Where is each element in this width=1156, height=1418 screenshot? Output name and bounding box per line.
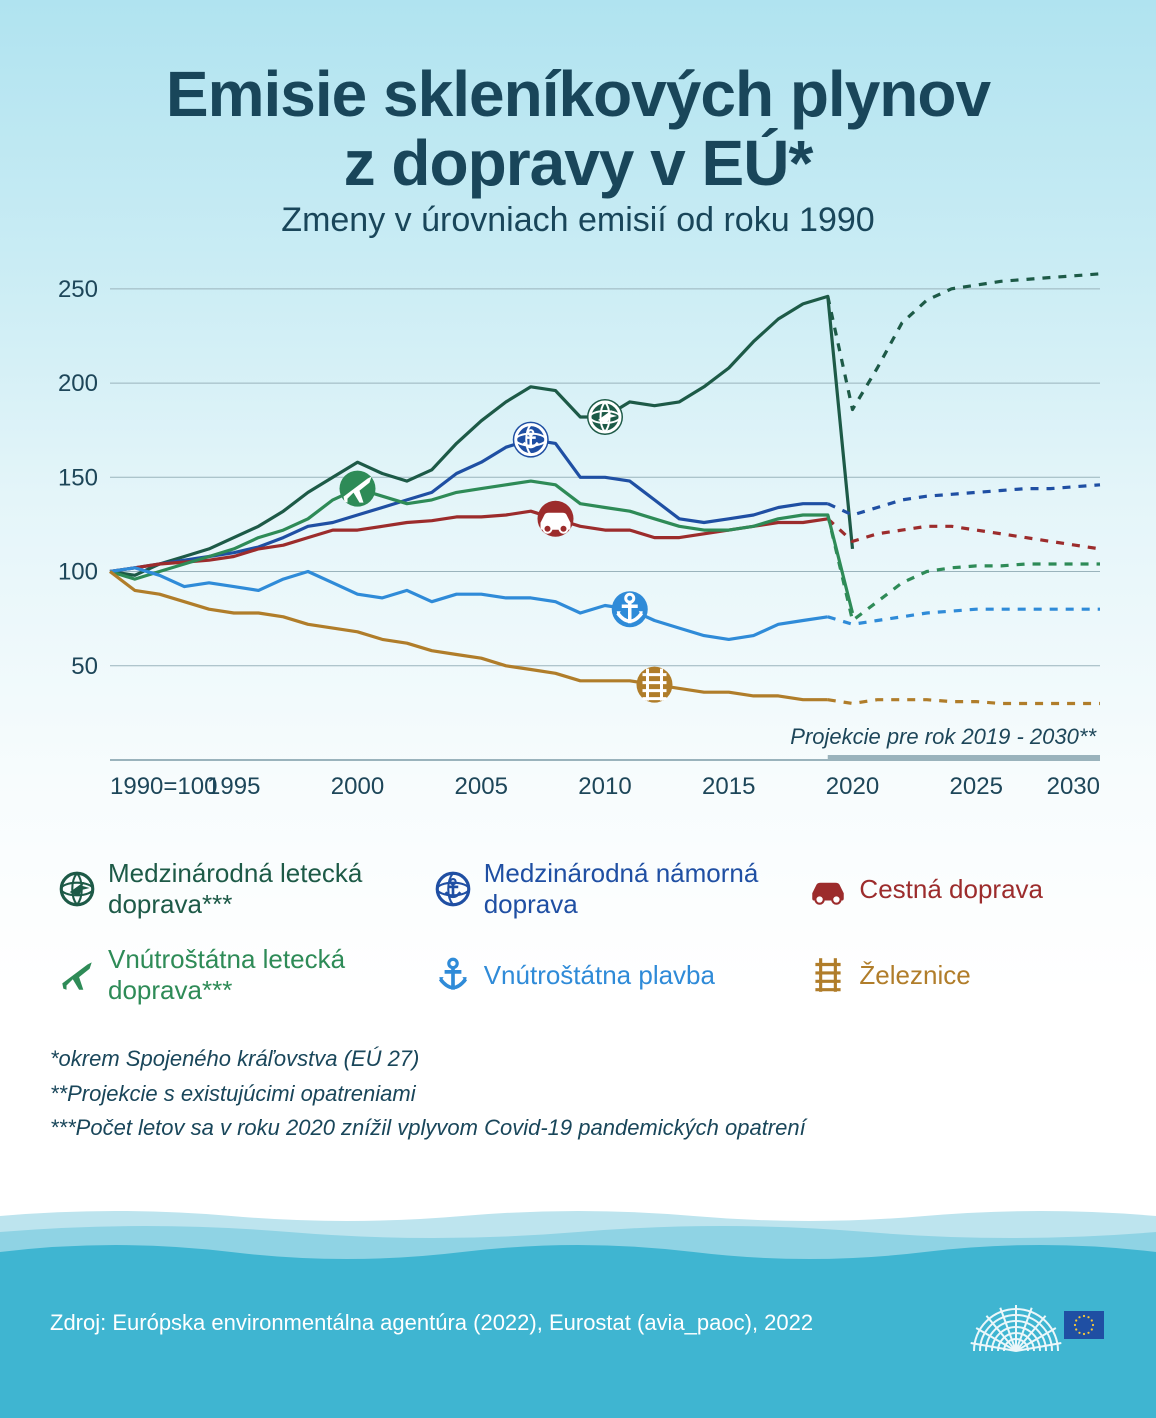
legend-item-road: Cestná doprava [807,858,1100,920]
series-dom_nav [110,568,828,640]
footnote-2: **Projekcie s existujúcimi opatreniami [50,1077,1106,1111]
legend-item-rail: Železnice [807,944,1100,1006]
emissions-chart: 50 100 150 200 250 1990=1001995 2000 2005 2010 20… [50,260,1106,830]
series-rail-proj [828,700,1100,704]
x-tick-label: 2025 [950,773,1003,800]
legend-label: Medzinárodná námorná doprava [484,858,798,920]
legend-item-dom_nav: Vnútroštátna plavba [432,944,798,1006]
x-tick-label: 2010 [578,773,631,800]
series-intl_maritime-proj [828,485,1100,515]
legend-item-dom_aviation: Vnútroštátna letecká doprava*** [56,944,422,1006]
series-intl_maritime [110,440,828,572]
series-dom_nav-proj [828,610,1100,625]
source-text: Zdroj: Európska environmentálna agentúra… [50,1310,813,1336]
y-tick-label: 150 [58,465,98,492]
series-intl_aviation-proj [828,274,1100,410]
y-tick-label: 200 [58,370,98,397]
series-road-proj [828,519,1100,549]
footnotes: *okrem Spojeného kráľovstva (EÚ 27)**Pro… [50,1042,1106,1144]
chart-svg: 50 100 150 200 250 1990=1001995 2000 2005 2010 20… [50,260,1106,830]
ep-logo [956,1283,1106,1363]
page-title: Emisie skleníkových plynov z dopravy v E… [50,60,1106,198]
y-tick-label: 250 [58,276,98,303]
x-tick-label: 2015 [702,773,755,800]
page-subtitle: Zmeny v úrovniach emisií od roku 1990 [50,198,1106,242]
globe-anchor-icon [432,868,474,910]
x-tick-label: 2030 [1047,773,1100,800]
anchor-icon [432,954,474,996]
title-line-2: z dopravy v EÚ* [344,127,813,199]
legend-item-intl_aviation: Medzinárodná letecká doprava*** [56,858,422,920]
series-dom_aviation-proj [828,515,1100,621]
legend-label: Vnútroštátna letecká doprava*** [108,944,422,1006]
y-tick-label: 50 [71,653,98,680]
x-tick-label: 2005 [455,773,508,800]
series-rail [110,572,828,700]
legend-label: Cestná doprava [859,874,1043,905]
legend-label: Železnice [859,960,970,991]
rail-icon [807,954,849,996]
footnote-1: *okrem Spojeného kráľovstva (EÚ 27) [50,1042,1106,1076]
legend-label: Medzinárodná letecká doprava*** [108,858,422,920]
y-tick-label: 100 [58,559,98,586]
legend-item-intl_maritime: Medzinárodná námorná doprava [432,858,798,920]
x-tick-label: 2020 [826,773,879,800]
projection-label: Projekcie pre rok 2019 - 2030** [790,724,1097,749]
x-tick-label: 2000 [331,773,384,800]
car-icon [807,868,849,910]
plane-icon [56,954,98,996]
series-intl_aviation [110,297,853,576]
footnote-3: ***Počet letov sa v roku 2020 znížil vpl… [50,1111,1106,1145]
title-line-1: Emisie skleníkových plynov [166,58,990,130]
x-tick-label: 1990=100 [110,773,217,800]
x-tick-label: 1995 [207,773,260,800]
legend: Medzinárodná letecká doprava*** Medzinár… [50,858,1106,1006]
globe-plane-icon [56,868,98,910]
legend-label: Vnútroštátna plavba [484,960,715,991]
